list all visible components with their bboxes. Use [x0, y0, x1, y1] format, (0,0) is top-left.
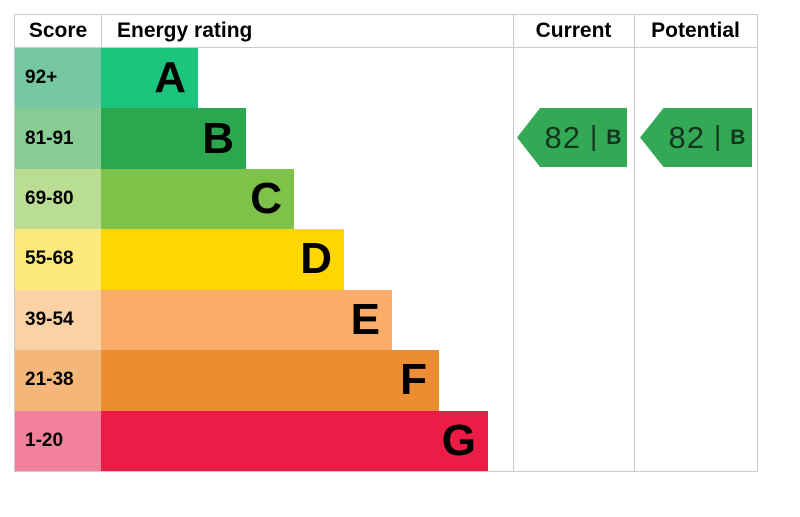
score-range-g: 1-20 [15, 410, 101, 471]
header-divider-line [15, 47, 757, 48]
rating-bar-d: D [101, 229, 344, 290]
score-range-f: 21-38 [15, 350, 101, 411]
rating-bar-b: B [101, 108, 246, 169]
rating-bar-g: G [101, 410, 488, 471]
score-range-a: 92+ [15, 48, 101, 109]
current-score-value: 82 [544, 119, 582, 155]
current-badge-divider: | [590, 119, 598, 151]
score-range-b: 81-91 [15, 108, 101, 169]
rating-bar-a: A [101, 48, 198, 109]
potential-column-header: Potential [651, 19, 740, 42]
band-row-e: 39-54 E [15, 289, 513, 351]
rating-bands: 92+ A 81-91 B 69-80 C 55-68 D 39-54 E 21-38 F 1-20 G [15, 48, 513, 471]
rating-bar-f: F [101, 350, 439, 411]
band-row-d: 55-68 D [15, 229, 513, 290]
band-row-a: 92+ A [15, 48, 513, 109]
rating-bar-c: C [101, 168, 294, 230]
current-column-divider-line [513, 15, 514, 471]
potential-rating-badge: 82 | B [640, 108, 752, 167]
potential-rating-letter: B [730, 125, 746, 149]
rating-bar-e: E [101, 289, 392, 351]
current-rating-badge: 82 | B [517, 108, 627, 167]
epc-rating-chart: Score Energy rating Current Potential 92… [14, 14, 758, 472]
score-column-header: Score [28, 19, 88, 42]
band-row-g: 1-20 G [15, 410, 513, 471]
band-row-c: 69-80 C [15, 168, 513, 230]
potential-badge-divider: | [714, 119, 722, 151]
potential-score-value: 82 [668, 119, 706, 155]
band-row-b: 81-91 B [15, 108, 513, 169]
current-column-header: Current [535, 19, 612, 42]
score-column-divider-line [101, 15, 102, 47]
score-range-d: 55-68 [15, 229, 101, 290]
score-range-c: 69-80 [15, 168, 101, 230]
band-row-f: 21-38 F [15, 350, 513, 411]
potential-column-divider-line [634, 15, 635, 471]
score-range-e: 39-54 [15, 289, 101, 351]
current-rating-letter: B [606, 125, 622, 149]
energy-rating-column-header: Energy rating [117, 19, 253, 42]
chart-header-row: Score Energy rating Current Potential [15, 15, 757, 47]
